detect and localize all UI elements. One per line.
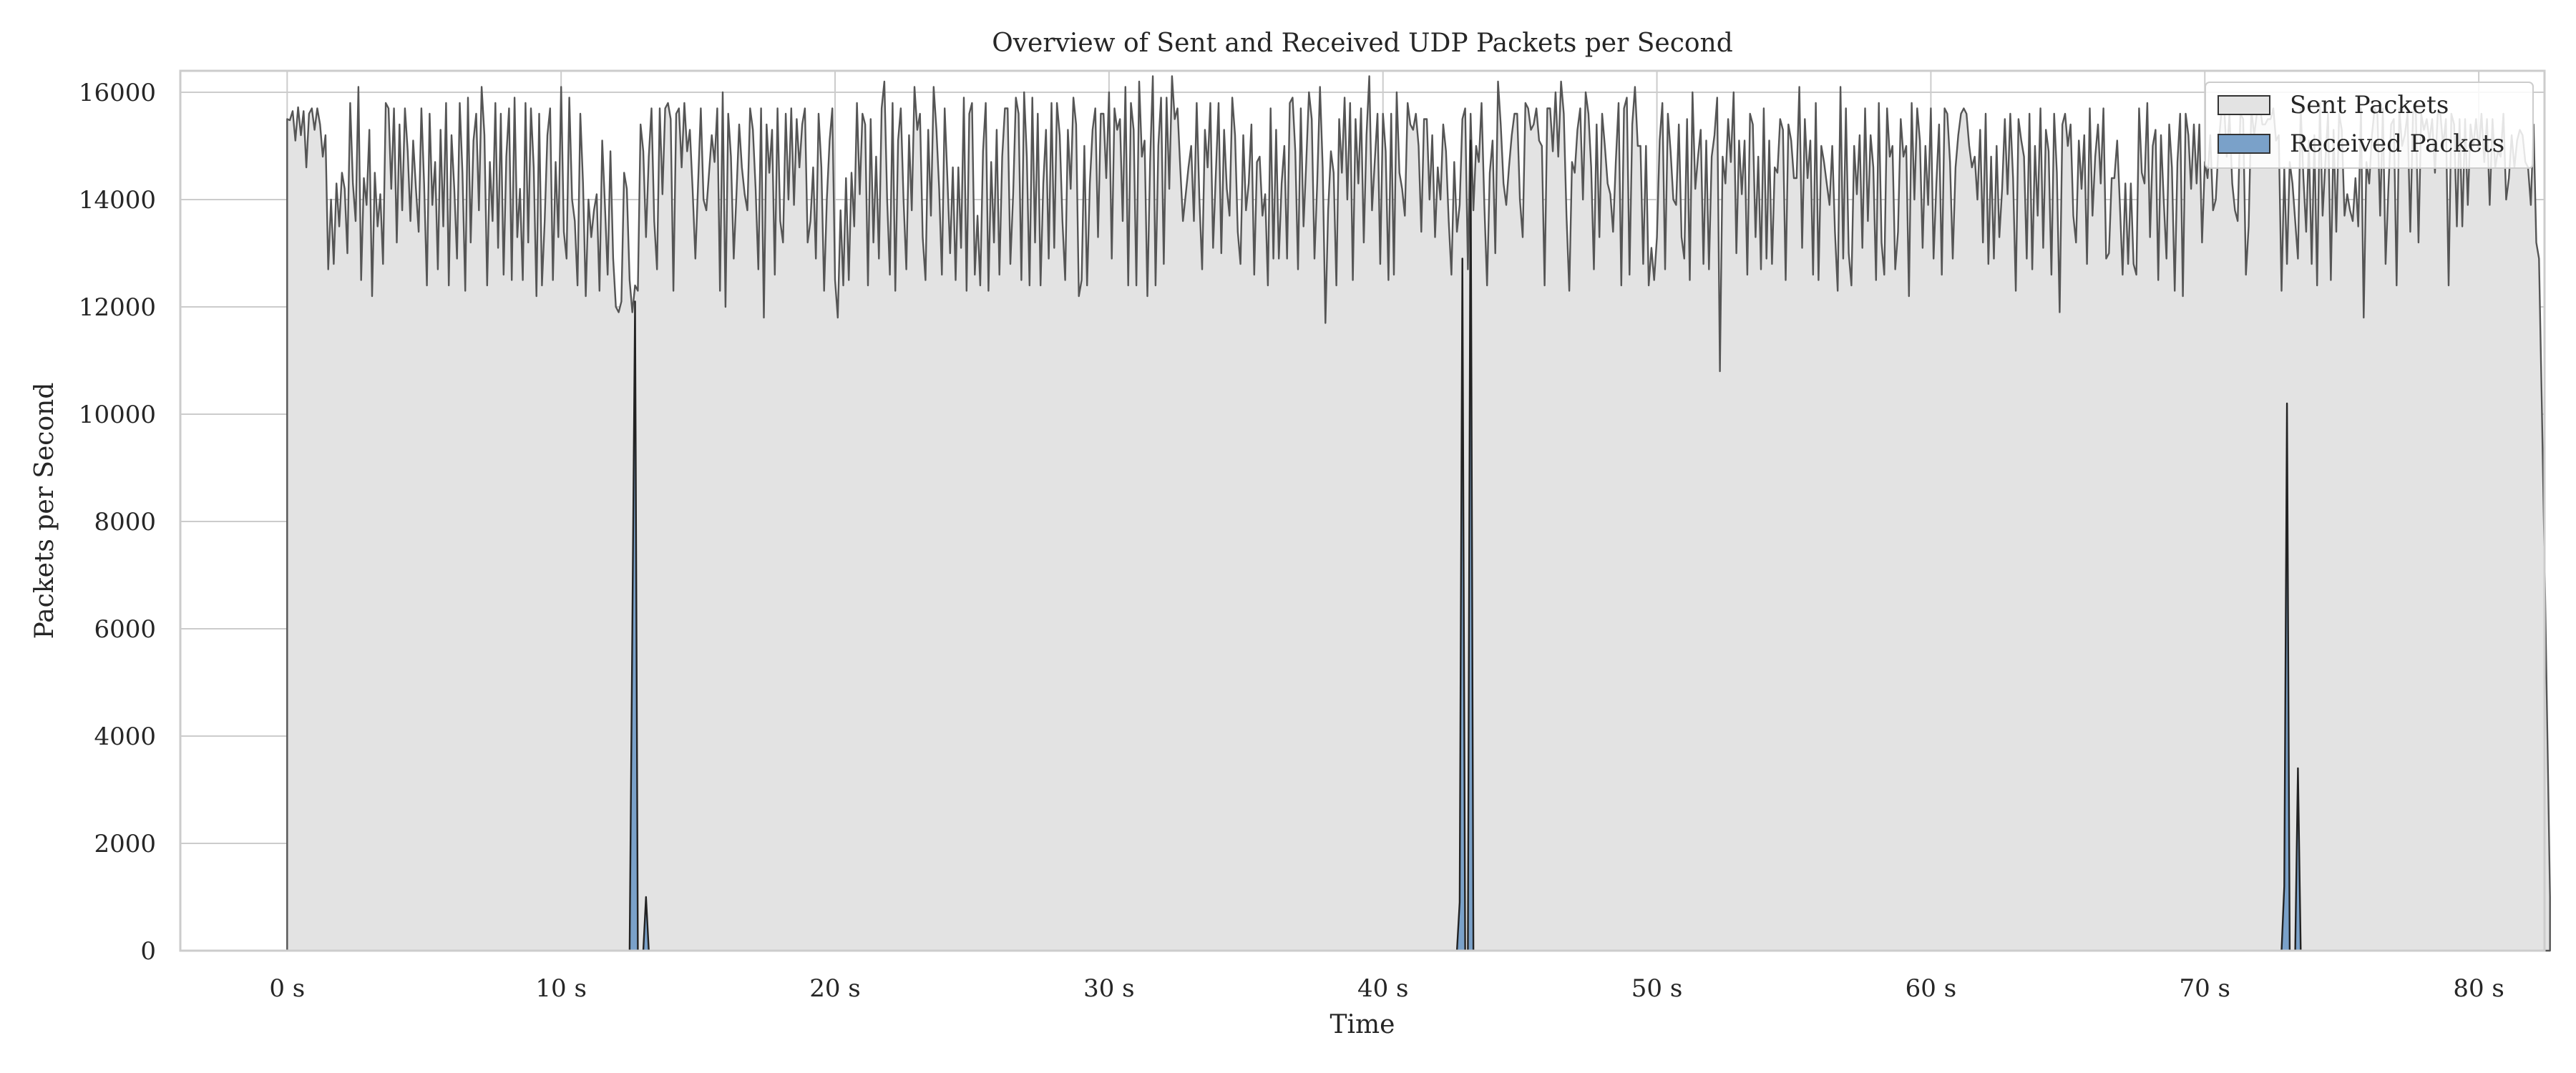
legend-swatch-received [2218, 134, 2270, 154]
x-tick-label: 60 s [1906, 974, 1957, 1003]
legend-box [2205, 82, 2534, 169]
y-tick-label: 2000 [94, 830, 156, 858]
y-tick-label: 14000 [79, 186, 156, 215]
chart-title: Overview of Sent and Received UDP Packet… [992, 29, 1733, 58]
x-tick-label: 20 s [809, 974, 861, 1003]
y-tick-label: 10000 [79, 401, 156, 429]
y-tick-label: 8000 [94, 508, 156, 536]
x-tick-label: 30 s [1083, 974, 1135, 1003]
x-tick-label: 50 s [1631, 974, 1683, 1003]
plot-frame [179, 69, 2546, 952]
sent-packets-area [286, 75, 2551, 952]
legend-label-received: Received Packets [2290, 129, 2504, 158]
legend-label-sent: Sent Packets [2290, 91, 2449, 119]
tick-labels: 0 2000 4000 6000 8000 10000 12000 14000 16000 0 s… [79, 79, 2504, 1003]
y-tick-label: 0 [140, 937, 156, 966]
x-tick-label: 80 s [2453, 974, 2504, 1003]
y-tick-label: 16000 [79, 79, 156, 107]
x-axis-label: Time [1330, 1010, 1395, 1039]
x-tick-label: 70 s [2179, 974, 2230, 1003]
legend: Sent Packets Received Packets [2205, 82, 2534, 169]
y-tick-label: 12000 [79, 293, 156, 322]
legend-swatch-sent [2218, 95, 2270, 115]
series-areas [286, 75, 2551, 952]
x-tick-label: 10 s [535, 974, 587, 1003]
y-tick-label: 4000 [94, 722, 156, 751]
y-tick-label: 6000 [94, 615, 156, 644]
x-tick-label: 40 s [1357, 974, 1409, 1003]
y-axis-label: Packets per Second [30, 383, 59, 640]
x-tick-label: 0 s [269, 974, 305, 1003]
